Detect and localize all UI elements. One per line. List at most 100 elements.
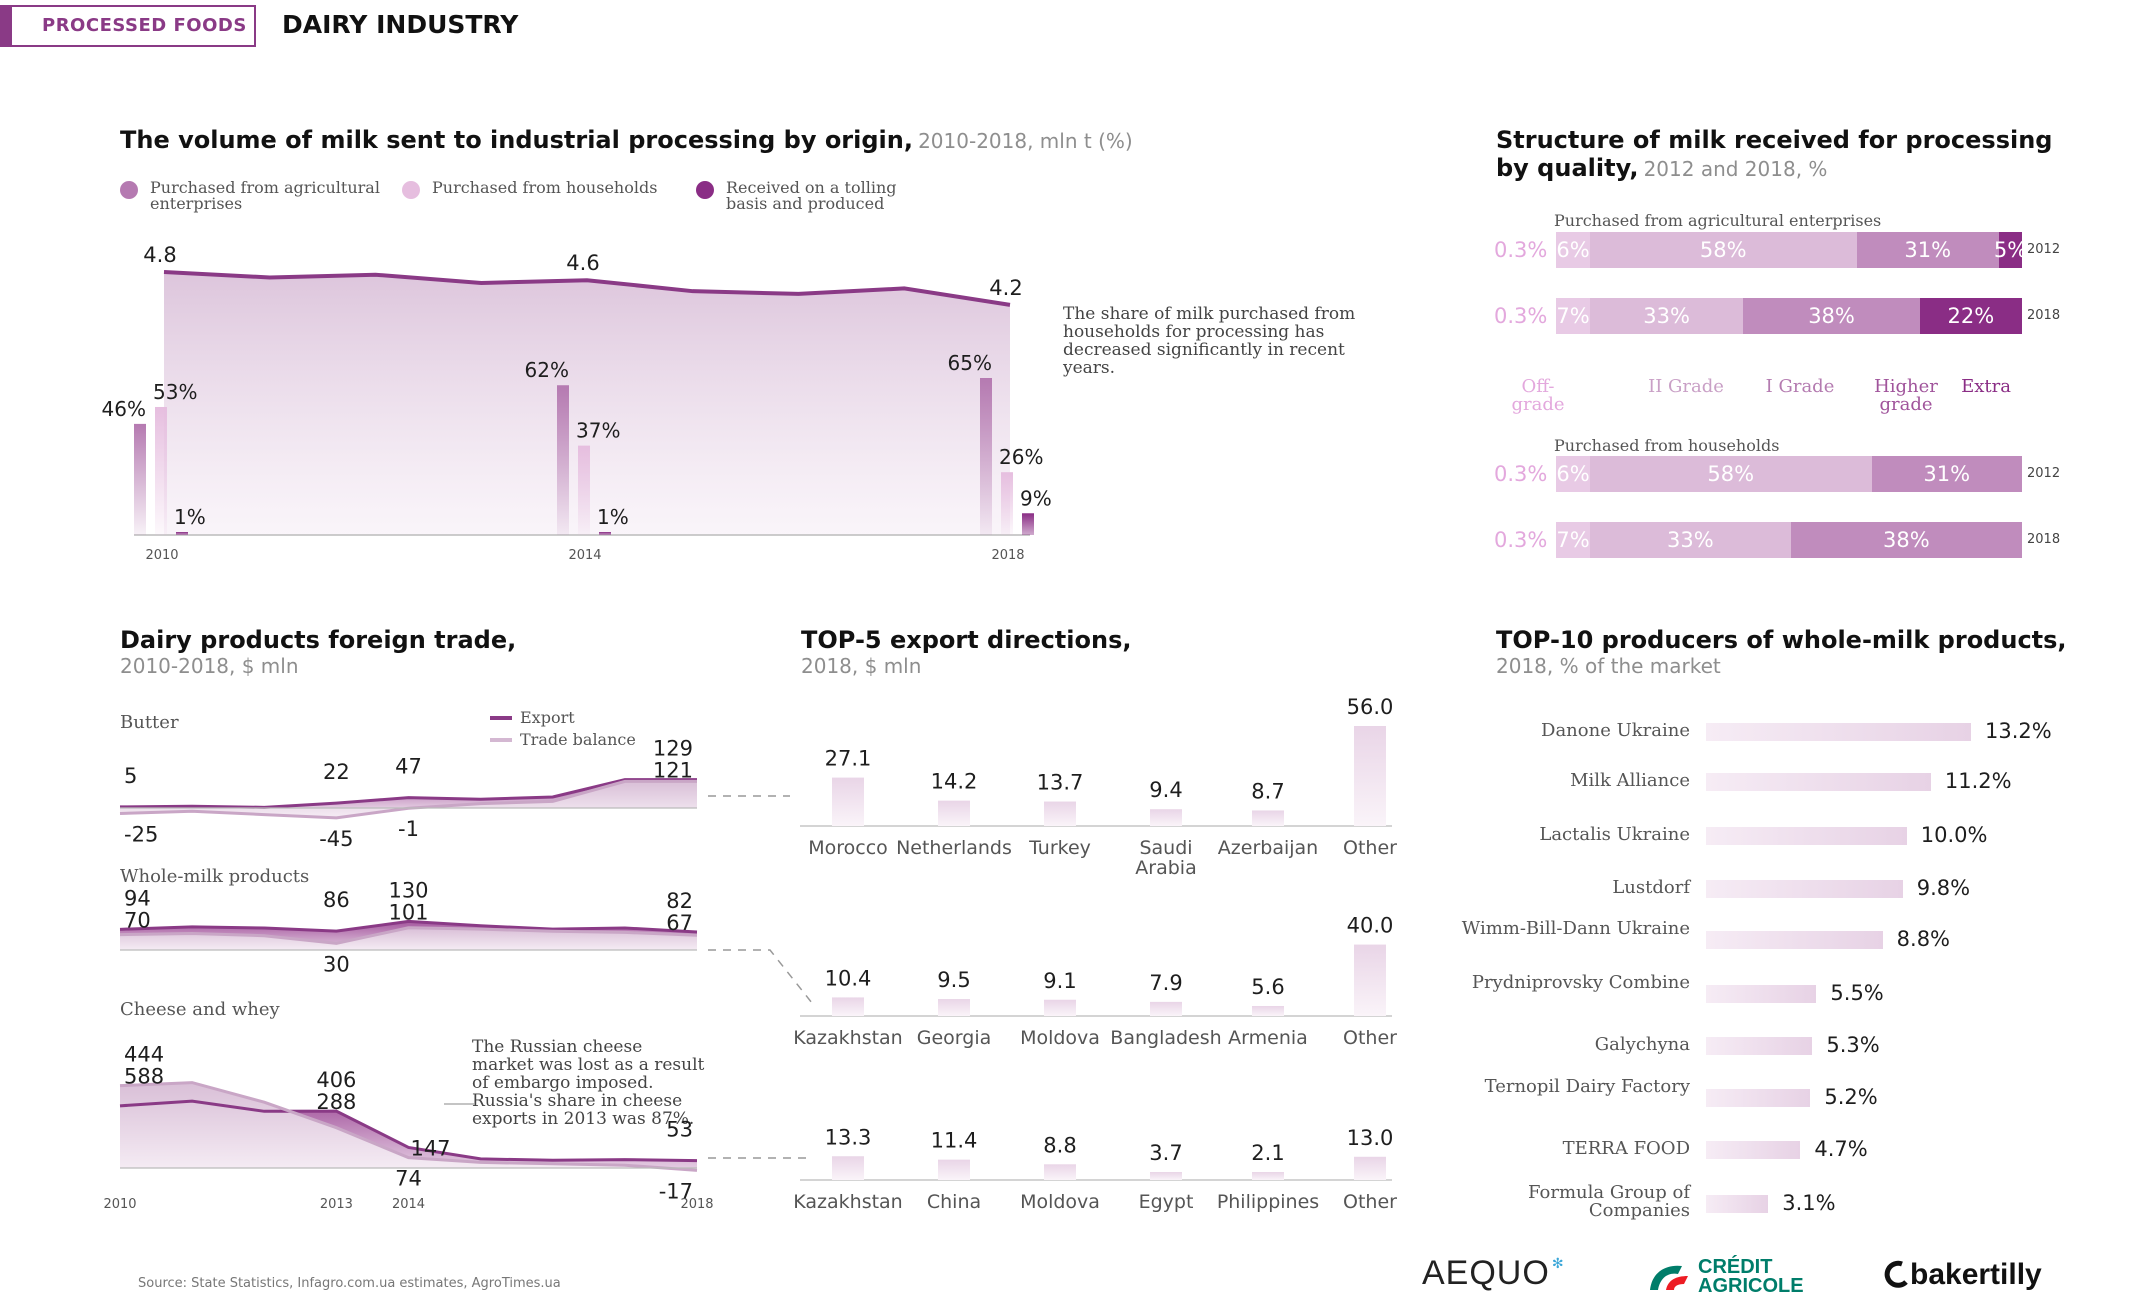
bakertilly-logo[interactable]: bakertilly: [1882, 1258, 2042, 1292]
export-value-label: 10.4: [825, 966, 872, 990]
legend-balance-label: Trade balance: [520, 730, 636, 749]
export-category-label: Saudi: [1139, 837, 1192, 859]
export-category-label: Philippines: [1217, 1191, 1319, 1213]
export-category-label: China: [927, 1191, 981, 1213]
export-bar: [1252, 810, 1284, 826]
export-bar: [1252, 1172, 1284, 1180]
producers-title: TOP-10 producers of whole-milk products,: [1496, 626, 2067, 654]
producer-name: Milk Alliance: [1570, 770, 1690, 791]
quality-year: 2018: [2027, 532, 2061, 547]
share-bar: [155, 406, 167, 535]
export-bar: [938, 800, 970, 826]
export-category-label: Moldova: [1020, 1027, 1100, 1049]
category-tab[interactable]: PROCESSED FOODS: [0, 5, 256, 47]
share-bar: [1001, 472, 1013, 535]
volume-year-tick: 2014: [568, 548, 601, 563]
trade-year-tick: 2018: [680, 1197, 713, 1212]
quality-segment: 58%: [1590, 232, 1857, 268]
quality-year: 2018: [2027, 308, 2061, 323]
export-category-label: Kazakhstan: [793, 1191, 902, 1213]
legend-export-swatch: [490, 715, 512, 720]
legend-toll: Received on a tolling basis and produced: [696, 180, 916, 212]
trade-value-label: -1: [398, 817, 419, 841]
volume-subtitle: 2010-2018, mln t (%): [918, 129, 1133, 153]
producer-bar: [1706, 985, 1817, 1003]
export-category-label: Other: [1343, 837, 1397, 859]
producer-value: 5.2%: [1824, 1085, 1878, 1109]
bakertilly-text: bakertilly: [1910, 1258, 2042, 1291]
export-bar: [1354, 944, 1386, 1016]
trade-value-label: 82: [666, 889, 693, 913]
credit-agricole-icon: [1650, 1265, 1688, 1290]
quality-segment: 6%: [1556, 456, 1590, 492]
export-category-label: Morocco: [808, 837, 888, 859]
export-value-label: 40.0: [1347, 914, 1394, 938]
producer-name: Lustdorf: [1612, 877, 1690, 898]
offgrade-label: 0.3%: [1494, 304, 1548, 328]
aequo-logo[interactable]: AEQUO ✻: [1422, 1254, 1564, 1292]
legend-agri-dot: [120, 181, 138, 199]
legend-export: Export: [490, 708, 575, 727]
export-value-label: 56.0: [1347, 695, 1394, 719]
export-bar: [1044, 1164, 1076, 1180]
legend-house-label: Purchased from households: [432, 178, 658, 197]
share-label: 1%: [174, 505, 206, 529]
volume-chart: 4.8 4.6 4.2 46% 53% 1% 2010 62% 37% 1% 2014 65% 26% 9…: [102, 243, 1052, 563]
export-bar: [832, 1156, 864, 1180]
export-value-label: 9.4: [1149, 778, 1182, 802]
export-category-label: Other: [1343, 1191, 1397, 1213]
ca-line2: AGRICOLE: [1698, 1275, 1804, 1292]
quality-bar: 6% 58% 31% 5%: [1556, 232, 2027, 268]
producer-bar: [1706, 723, 1971, 741]
quality-bar: 7% 33% 38%: [1556, 522, 2022, 558]
snowflake-icon: ✻: [1551, 1256, 1564, 1272]
quality-segment: 5%: [1994, 232, 2027, 268]
export-bar: [1044, 801, 1076, 826]
producer-value: 9.8%: [1916, 876, 1971, 900]
credit-agricole-logo[interactable]: CRÉDIT AGRICOLE: [1644, 1257, 1804, 1292]
export-bar: [832, 997, 864, 1016]
aequo-logo-text: AEQUO: [1422, 1254, 1550, 1292]
producer-name: Wimm-Bill-Dann Ukraine: [1461, 918, 1690, 939]
source-note: Source: State Statistics, Infagro.com.ua…: [138, 1276, 561, 1291]
producer-name: Lactalis Ukraine: [1539, 824, 1690, 845]
legend-toll-label: Received on a tolling basis and produced: [726, 178, 897, 213]
quality-year: 2012: [2027, 466, 2061, 481]
export-category-label: Arabia: [1135, 857, 1196, 879]
volume-value-label: 4.8: [143, 243, 176, 267]
panel-label-cheese: Cheese and whey: [120, 999, 280, 1020]
producer-bar: [1706, 1089, 1811, 1107]
balance-line: [119, 926, 698, 945]
quality-group1-title: Purchased from agricultural enterprises: [1554, 211, 1882, 230]
quality-year: 2012: [2027, 242, 2061, 257]
producer-bar: [1706, 1141, 1801, 1159]
export-value-label: 3.7: [1149, 1141, 1182, 1165]
producer-name: Galychyna: [1594, 1034, 1690, 1055]
export-bar: [938, 999, 970, 1016]
export-value-label: 8.7: [1251, 779, 1284, 803]
trade-value-label: 67: [666, 911, 693, 935]
trade-value-label: 22: [323, 760, 350, 784]
quality-heading: Structure of milk received for processin…: [1496, 126, 2056, 182]
producer-name: Danone Ukraine: [1541, 720, 1690, 741]
volume-value-label: 4.6: [566, 251, 599, 275]
trade-value-label: 406: [316, 1068, 356, 1092]
share-label: 65%: [948, 351, 992, 375]
producer-value: 10.0%: [1920, 823, 1988, 847]
volume-year-tick: 2010: [145, 548, 178, 563]
export-title: TOP-5 export directions,: [801, 626, 1132, 654]
share-label: 9%: [1020, 486, 1052, 510]
export-bar: [1354, 726, 1386, 826]
volume-line: [163, 270, 1011, 307]
legend-agri-label: Purchased from agricultural enterprises: [150, 178, 380, 213]
quality-title2: by quality,: [1496, 154, 1639, 182]
quality-segment: 33%: [1590, 522, 1791, 558]
export-heading: TOP-5 export directions, 2018, $ mln: [801, 626, 1131, 678]
volume-area: [164, 272, 1010, 535]
export-category-label: Other: [1343, 1027, 1397, 1049]
producer-bar: [1706, 773, 1931, 791]
producer-bar: [1706, 1037, 1813, 1055]
producer-name: TERRA FOOD: [1562, 1138, 1690, 1159]
trade-year-tick: 2014: [392, 1197, 425, 1212]
offgrade-label: 0.3%: [1494, 528, 1548, 552]
